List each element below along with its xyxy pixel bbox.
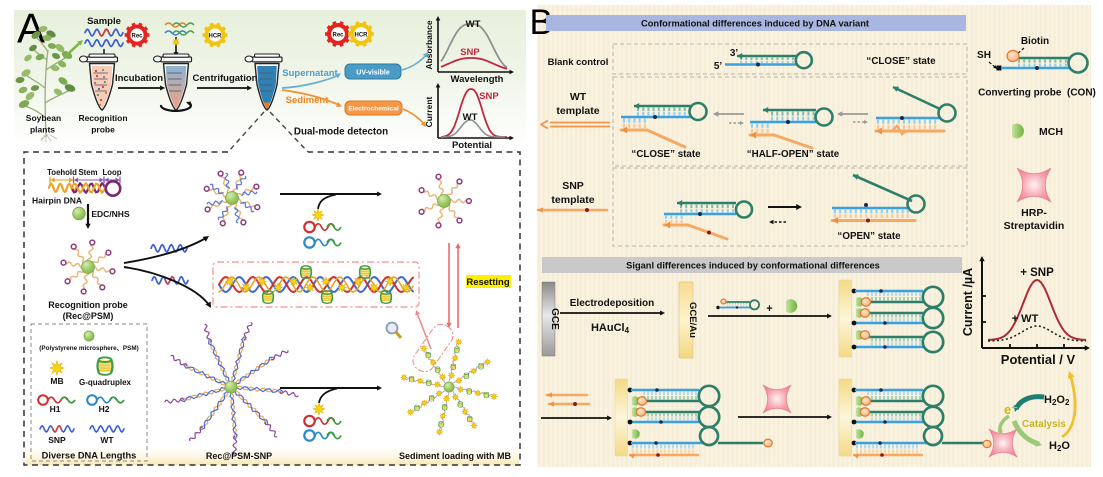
svg-text:G-quadruplex: G-quadruplex [79, 378, 132, 387]
svg-text:Hairpin DNA: Hairpin DNA [32, 196, 82, 206]
svg-text:Stem: Stem [78, 168, 97, 177]
svg-text:3’: 3’ [730, 48, 739, 59]
svg-text:GCE/Au: GCE/Au [687, 302, 698, 338]
svg-text:GCE: GCE [549, 308, 560, 330]
svg-text:SNP: SNP [479, 91, 499, 102]
svg-text:Supernatant: Supernatant [282, 68, 338, 79]
svg-text:Conformational differences ind: Conformational differences induced by DN… [641, 19, 869, 29]
svg-text:H2: H2 [99, 404, 110, 414]
svg-text:Rec: Rec [131, 33, 143, 39]
svg-text:Wavelength: Wavelength [451, 74, 504, 85]
svg-text:template: template [556, 105, 599, 117]
svg-text:probe: probe [91, 125, 115, 135]
svg-text:(Rec@PSM): (Rec@PSM) [63, 311, 114, 321]
svg-text:Sediment loading with MB: Sediment loading with MB [399, 451, 511, 461]
svg-text:H2O: H2O [1049, 440, 1070, 453]
svg-text:Current /µA: Current /µA [961, 268, 975, 336]
svg-text:SNP: SNP [562, 180, 584, 192]
svg-text:template: template [551, 194, 594, 206]
svg-text:Dual-mode detecton: Dual-mode detecton [294, 127, 388, 138]
svg-text:Biotin: Biotin [1021, 36, 1049, 47]
svg-text:Sample: Sample [87, 16, 121, 27]
svg-text:SNP: SNP [460, 47, 480, 58]
svg-text:HAuCl4: HAuCl4 [591, 322, 630, 335]
svg-text:+: + [766, 303, 772, 315]
svg-text:HRP-: HRP- [1021, 207, 1047, 219]
svg-text:H1: H1 [50, 404, 61, 414]
svg-text:EDC/NHS: EDC/NHS [91, 209, 130, 219]
svg-text:SH: SH [977, 50, 991, 61]
svg-text:Catalysis: Catalysis [1022, 419, 1066, 430]
svg-text:Rec@PSM-SNP: Rec@PSM-SNP [206, 451, 272, 461]
svg-text:UV-visible: UV-visible [356, 70, 390, 77]
svg-text:HCR: HCR [355, 32, 369, 38]
svg-text:HCR: HCR [209, 33, 223, 39]
svg-text:plants: plants [30, 125, 55, 135]
svg-text:Electrochemical: Electrochemical [348, 106, 399, 113]
svg-text:Loop: Loop [102, 168, 121, 177]
svg-text:Siganl differences induced by: Siganl differences induced by conformati… [626, 261, 880, 271]
svg-text:“CLOSE” state: “CLOSE” state [866, 56, 936, 67]
svg-text:Toehold: Toehold [47, 168, 77, 177]
svg-text:(Polystyrene microsphere、PSM): (Polystyrene microsphere、PSM) [39, 345, 138, 352]
svg-text:Incubation: Incubation [115, 73, 163, 84]
svg-text:MCH: MCH [1039, 126, 1063, 138]
svg-text:WT: WT [570, 91, 587, 103]
svg-text:H2O2: H2O2 [1044, 394, 1070, 407]
svg-text:WT: WT [100, 435, 114, 445]
svg-text:WT: WT [463, 112, 478, 123]
svg-text:Recognition probe: Recognition probe [48, 300, 128, 310]
svg-text:WT: WT [466, 19, 481, 30]
svg-text:B: B [530, 3, 553, 42]
svg-text:+ WT: + WT [1012, 313, 1039, 325]
svg-text:Centrifugation: Centrifugation [193, 73, 258, 84]
svg-text:“OPEN” state: “OPEN” state [837, 231, 901, 242]
svg-text:Converting probe (CON): Converting probe (CON) [978, 88, 1096, 99]
svg-text:Absorbance: Absorbance [424, 20, 434, 69]
svg-text:Soybean: Soybean [26, 113, 61, 123]
svg-text:Sediment: Sediment [286, 95, 330, 106]
svg-text:Diverse DNA Lengths: Diverse DNA Lengths [42, 451, 137, 461]
svg-text:Potential / V: Potential / V [1001, 352, 1076, 367]
svg-text:Electrodeposition: Electrodeposition [570, 298, 654, 309]
svg-text:Potential: Potential [452, 140, 492, 151]
svg-text:+ SNP: + SNP [1020, 267, 1054, 279]
svg-text:Resetting: Resetting [466, 277, 509, 288]
svg-text:5’: 5’ [714, 61, 723, 72]
svg-text:Blank control: Blank control [548, 57, 609, 68]
svg-text:“HALF-OPEN” state: “HALF-OPEN” state [747, 149, 840, 160]
svg-text:e⁻: e⁻ [1004, 402, 1018, 417]
svg-text:Recognition: Recognition [78, 113, 127, 123]
svg-text:SNP: SNP [48, 435, 66, 445]
svg-text:Current: Current [424, 96, 434, 127]
svg-text:Streptavidin: Streptavidin [1004, 220, 1065, 232]
svg-text:Rec: Rec [332, 32, 344, 38]
svg-text:“CLOSE” state: “CLOSE” state [631, 149, 701, 160]
svg-text:MB: MB [50, 376, 63, 386]
